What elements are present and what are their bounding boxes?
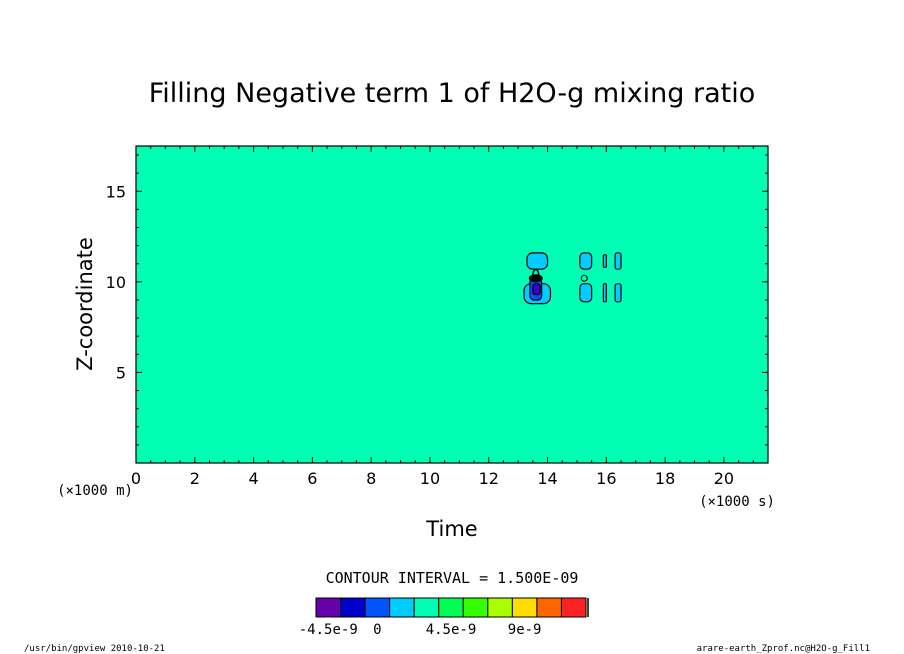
contour-upper-mid-cell [579,252,593,270]
x-tick-label: 18 [655,469,675,488]
y-unit-label: (×1000 m) [57,483,133,499]
colorbar-swatch [487,597,513,618]
contour-lower-right-small [602,283,607,303]
axis-ticks [135,146,768,463]
contour-interval-text: CONTOUR INTERVAL = 1.500E-09 [326,569,579,587]
colorbar [315,597,589,618]
center-markers [528,268,588,283]
x-tick-label: 20 [714,469,734,488]
x-tick-labels: 0 2 4 6 8 10 12 14 16 18 20 [131,469,734,488]
colorbar-label: 4.5e-9 [426,622,477,638]
x-tick-label: 14 [537,469,557,488]
chart-title: Filling Negative term 1 of H2O-g mixing … [149,78,756,109]
colorbar-swatch [413,597,440,618]
colorbar-swatch [389,597,415,618]
colorbar-swatch [511,597,538,618]
contour-features [523,252,622,305]
y-tick-label: 5 [116,363,126,382]
x-tick-label: 6 [307,469,317,488]
colorbar-label: -4.5e-9 [299,622,358,638]
colorbar-label: 9e-9 [508,622,542,638]
footer-right: arare-earth_Zprof.nc@H2O-g_Fill1 [697,644,870,654]
plot-area: 0 2 4 6 8 10 12 14 16 18 20 5 10 15 [106,145,769,488]
colorbar-label: 0 [373,622,381,638]
colorbar-swatch [536,597,562,618]
y-axis-label: Z-coordinate [73,237,97,371]
x-tick-label: 16 [596,469,616,488]
footer-left: /usr/bin/gpview 2010-10-21 [24,644,165,654]
colorbar-labels: -4.5e-9 0 4.5e-9 9e-9 [299,622,542,638]
y-tick-labels: 5 10 15 [106,182,126,382]
colorbar-swatch [560,597,587,618]
colorbar-swatch [364,597,391,618]
colorbar-swatch [438,597,464,618]
colorbar-swatch [462,597,489,618]
center-marker-small [580,274,588,282]
plot-frame [135,145,769,464]
x-tick-label: 0 [131,469,141,488]
x-axis-label: Time [425,517,477,541]
plot-background [136,146,768,463]
colorbar-swatch [340,597,366,618]
x-tick-label: 12 [479,469,499,488]
contour-upper-left-cell [526,252,549,270]
x-tick-label: 8 [366,469,376,488]
contour-upper-right-cell [614,252,622,270]
x-tick-label: 2 [190,469,200,488]
contour-lower-right-cell [614,283,622,303]
y-tick-label: 10 [106,273,126,292]
y-tick-label: 15 [106,182,126,201]
colorbar-swatch [315,597,342,618]
x-tick-label: 10 [420,469,440,488]
x-tick-label: 4 [248,469,258,488]
contour-upper-right-small [602,254,607,268]
center-marker-loop [532,268,540,283]
contour-core-min [532,283,541,296]
x-unit-label: (×1000 s) [699,494,775,510]
contour-lower-mid-cell [579,283,593,303]
